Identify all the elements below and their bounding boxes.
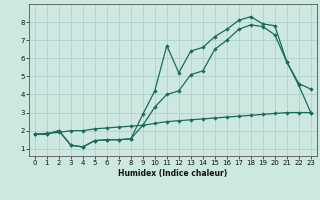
X-axis label: Humidex (Indice chaleur): Humidex (Indice chaleur) [118,169,228,178]
